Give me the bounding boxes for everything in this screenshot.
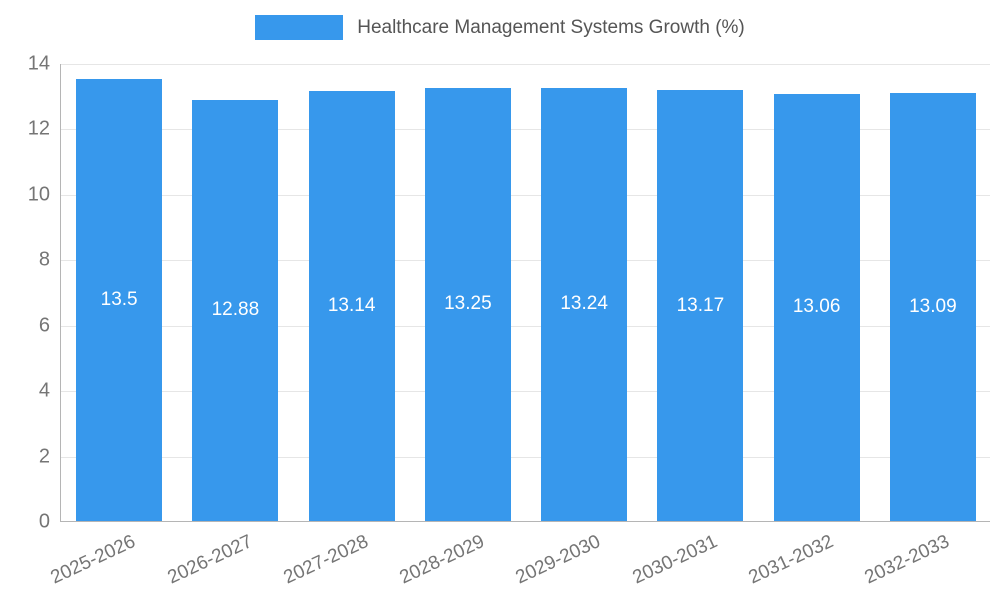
gridline <box>61 325 990 327</box>
x-tick-label: 2032-2033 <box>861 531 953 589</box>
bar-value-label: 12.88 <box>211 299 260 321</box>
bar-value-label: 13.06 <box>792 296 841 318</box>
bar-value-label: 13.5 <box>100 289 138 311</box>
bar-2032-2033: 13.09 <box>889 92 976 521</box>
gridline <box>61 260 990 262</box>
bar-value-label: 13.14 <box>327 295 376 317</box>
bar-value-label: 13.17 <box>676 294 725 316</box>
gridline <box>61 64 990 65</box>
y-tick-label: 2 <box>38 445 50 468</box>
x-tick-label: 2025-2026 <box>47 531 139 589</box>
bar-2031-2032: 13.06 <box>773 93 860 521</box>
x-tick-label: 2028-2029 <box>396 531 488 589</box>
bar-value-label: 13.09 <box>909 295 957 317</box>
y-tick-label: 4 <box>38 379 50 402</box>
x-tick-label: 2030-2031 <box>629 531 721 589</box>
y-tick-label: 8 <box>38 248 50 271</box>
y-tick-label: 10 <box>27 183 50 206</box>
y-tick-label: 6 <box>38 314 50 337</box>
bar-2026-2027: 12.88 <box>192 99 279 521</box>
x-tick-label: 2029-2030 <box>512 531 604 589</box>
legend-swatch <box>255 15 344 40</box>
y-tick-label: 0 <box>38 510 50 533</box>
bar-value-label: 13.24 <box>560 293 608 315</box>
bar-2030-2031: 13.17 <box>657 90 744 521</box>
gridline <box>61 194 990 196</box>
bar-2025-2026: 13.5 <box>76 79 163 521</box>
chart-title: Healthcare Management Systems Growth (%) <box>357 16 745 38</box>
gridline <box>61 391 990 393</box>
x-tick-label: 2031-2032 <box>745 531 837 589</box>
bar-2028-2029: 13.25 <box>424 87 511 521</box>
bar-2027-2028: 13.14 <box>308 91 395 521</box>
bar-value-label: 13.25 <box>444 293 492 315</box>
gridline <box>61 456 990 458</box>
y-tick-label: 14 <box>27 52 50 75</box>
y-tick-label: 12 <box>27 117 50 140</box>
chart-legend: Healthcare Management Systems Growth (%) <box>0 15 1000 40</box>
plot-area: 13.5 12.88 13.14 13.25 13.24 13.17 13.06 13.09 <box>60 64 990 522</box>
gridline <box>61 129 990 131</box>
bar-2029-2030: 13.24 <box>541 87 628 521</box>
x-tick-label: 2027-2028 <box>280 531 372 589</box>
x-tick-label: 2026-2027 <box>164 531 256 589</box>
